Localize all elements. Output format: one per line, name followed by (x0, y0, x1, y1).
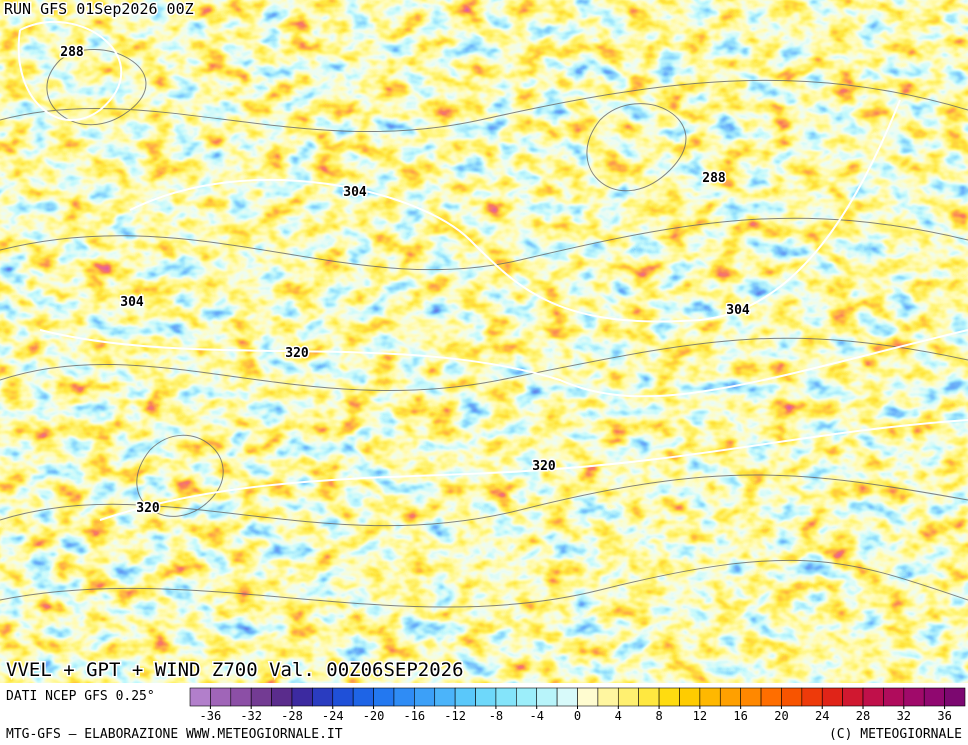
color-swatch (903, 687, 925, 707)
color-swatch (332, 687, 354, 707)
tick-label: -28 (281, 709, 303, 723)
color-swatch (638, 687, 660, 707)
tick-label: 36 (937, 709, 951, 723)
color-swatch (434, 687, 456, 707)
run-label: RUN GFS 01Sep2026 00Z (4, 0, 194, 18)
contours (17, 20, 968, 521)
color-swatch (821, 687, 843, 707)
color-swatch (781, 687, 803, 707)
color-swatch (516, 687, 538, 707)
contour-label: 320 (285, 346, 309, 361)
contour-label: 304 (120, 295, 144, 310)
tick-label: 32 (897, 709, 911, 723)
map-title: VVEL + GPT + WIND Z700 Val. 00Z06SEP2026 (6, 659, 464, 681)
color-swatch (414, 687, 436, 707)
color-swatch (250, 687, 272, 707)
color-swatch (230, 687, 252, 707)
color-swatch (454, 687, 476, 707)
color-swatch (842, 687, 864, 707)
tick-label: 8 (655, 709, 662, 723)
color-swatch (536, 687, 558, 707)
color-swatch (189, 687, 211, 707)
color-swatch (699, 687, 721, 707)
color-swatch (271, 687, 293, 707)
color-swatch (679, 687, 701, 707)
color-swatch (210, 687, 232, 707)
source-label: DATI NCEP GFS 0.25° (6, 689, 155, 704)
color-swatch (923, 687, 945, 707)
tick-label: -32 (240, 709, 262, 723)
tick-label: -20 (363, 709, 385, 723)
contour-label: 288 (60, 45, 84, 60)
color-swatch (658, 687, 680, 707)
tick-label: 4 (615, 709, 622, 723)
color-swatch (393, 687, 415, 707)
contour-label: 304 (726, 303, 750, 318)
color-swatch (883, 687, 905, 707)
color-swatch (597, 687, 619, 707)
tick-label: -4 (529, 709, 543, 723)
color-swatch (740, 687, 762, 707)
tick-label: 16 (733, 709, 747, 723)
color-swatch (373, 687, 395, 707)
color-swatch (577, 687, 599, 707)
color-swatch (944, 687, 966, 707)
color-swatch (719, 687, 741, 707)
contour-label: 320 (532, 459, 556, 474)
colorbar: -36 -32 -28 -24 -20 -16 -12 -8 -4 0 4 8 12 16 20 24 28 32… (189, 687, 966, 723)
tick-label: 12 (693, 709, 707, 723)
tick-label: -8 (489, 709, 503, 723)
tick-label: -24 (322, 709, 344, 723)
tick-label: 24 (815, 709, 829, 723)
color-swatch (862, 687, 884, 707)
tick-label: 28 (856, 709, 870, 723)
contour-label: 320 (136, 501, 160, 516)
tick-label: 0 (574, 709, 581, 723)
color-swatch (556, 687, 578, 707)
tick-label: 20 (774, 709, 788, 723)
color-swatch (495, 687, 517, 707)
tick-label: -16 (403, 709, 425, 723)
tick-label: -36 (200, 709, 222, 723)
color-swatch (312, 687, 334, 707)
color-swatch (291, 687, 313, 707)
contour-label: 304 (343, 185, 367, 200)
footer-left: MTG-GFS — ELABORAZIONE WWW.METEOGIORNALE… (6, 727, 343, 742)
tick-label: -12 (444, 709, 466, 723)
color-swatch (801, 687, 823, 707)
color-swatch (352, 687, 374, 707)
footer-right: (C) METEOGIORNALE (829, 727, 962, 742)
contour-labels: 288 304 288 304 304 320 320 320 (59, 44, 752, 518)
color-swatch (617, 687, 639, 707)
color-swatch (760, 687, 782, 707)
contour-label: 288 (702, 171, 726, 186)
color-swatch (475, 687, 497, 707)
vvel-field (0, 0, 968, 683)
